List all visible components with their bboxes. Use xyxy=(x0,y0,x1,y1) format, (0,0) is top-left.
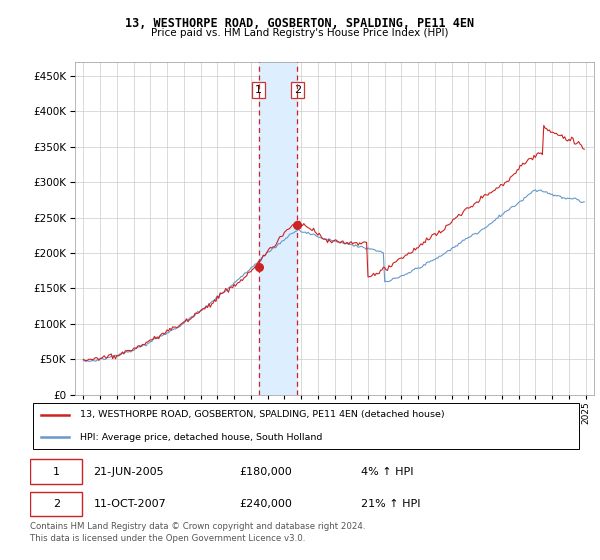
Text: £240,000: £240,000 xyxy=(240,499,293,509)
Text: 21% ↑ HPI: 21% ↑ HPI xyxy=(361,499,421,509)
Text: 2: 2 xyxy=(53,499,60,509)
Text: 13, WESTHORPE ROAD, GOSBERTON, SPALDING, PE11 4EN: 13, WESTHORPE ROAD, GOSBERTON, SPALDING,… xyxy=(125,17,475,30)
Text: 4% ↑ HPI: 4% ↑ HPI xyxy=(361,466,414,477)
FancyBboxPatch shape xyxy=(33,404,579,449)
FancyBboxPatch shape xyxy=(30,459,82,484)
Text: Price paid vs. HM Land Registry's House Price Index (HPI): Price paid vs. HM Land Registry's House … xyxy=(151,28,449,38)
Text: Contains HM Land Registry data © Crown copyright and database right 2024.
This d: Contains HM Land Registry data © Crown c… xyxy=(30,522,365,543)
Text: 11-OCT-2007: 11-OCT-2007 xyxy=(94,499,166,509)
Text: 1: 1 xyxy=(255,85,262,95)
Text: 13, WESTHORPE ROAD, GOSBERTON, SPALDING, PE11 4EN (detached house): 13, WESTHORPE ROAD, GOSBERTON, SPALDING,… xyxy=(80,410,445,419)
Text: HPI: Average price, detached house, South Holland: HPI: Average price, detached house, Sout… xyxy=(80,433,322,442)
Text: 21-JUN-2005: 21-JUN-2005 xyxy=(94,466,164,477)
Bar xyxy=(259,62,298,395)
Text: 2: 2 xyxy=(294,85,301,95)
Text: 1: 1 xyxy=(53,466,60,477)
Text: £180,000: £180,000 xyxy=(240,466,293,477)
FancyBboxPatch shape xyxy=(30,492,82,516)
